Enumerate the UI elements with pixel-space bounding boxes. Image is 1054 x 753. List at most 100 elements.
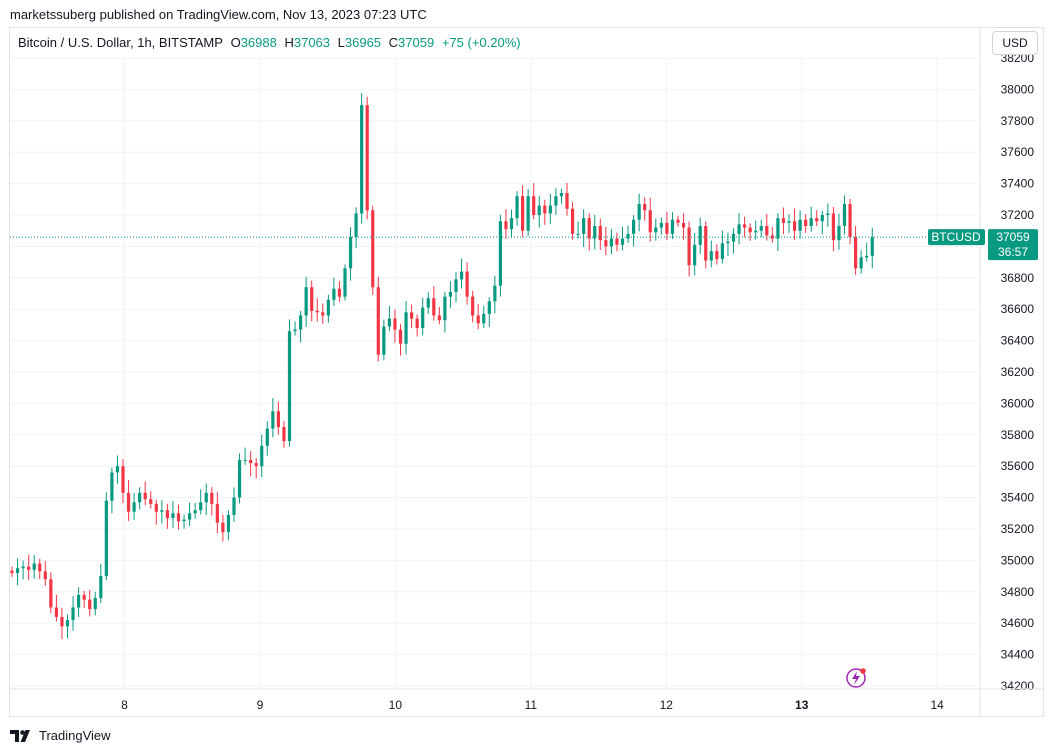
candle-body — [10, 570, 14, 573]
open-value: 36988 — [240, 35, 277, 50]
chart-legend: Bitcoin / U.S. Dollar, 1h, BITSTAMP O369… — [18, 35, 525, 50]
candle-body — [176, 513, 181, 522]
candle-body — [448, 291, 453, 297]
x-tick-label: 10 — [389, 698, 403, 712]
candle-body — [515, 196, 519, 219]
candle-body — [759, 225, 763, 231]
lightning-icon[interactable] — [846, 668, 866, 688]
candle-body — [221, 522, 225, 533]
candle-body — [681, 222, 686, 228]
y-tick-label: 36400 — [1001, 334, 1035, 348]
candle-body — [348, 236, 353, 269]
candle-body — [804, 219, 808, 226]
candle-body — [43, 571, 47, 580]
candle-body — [765, 225, 769, 236]
candle-body — [620, 238, 625, 245]
candle-body — [276, 411, 280, 427]
candle-body — [60, 616, 64, 627]
candle-body — [504, 221, 508, 230]
candle-body — [393, 318, 397, 330]
candle-body — [215, 503, 219, 523]
candle-body — [398, 329, 403, 344]
y-tick-label: 37400 — [1001, 177, 1035, 191]
candle-body — [154, 503, 158, 512]
candle-body — [643, 204, 647, 211]
low-label: L — [337, 35, 345, 50]
candle-body — [326, 299, 330, 316]
candle-body — [537, 205, 541, 215]
y-tick-label: 36200 — [1001, 365, 1035, 379]
candle-body — [21, 566, 25, 569]
candle-body — [210, 492, 214, 504]
candle-body — [476, 315, 480, 324]
candle-body — [676, 219, 680, 223]
x-tick-label: 13 — [795, 698, 809, 712]
candle-body — [720, 243, 724, 259]
x-tick-label: 11 — [525, 698, 538, 712]
candle-body — [32, 563, 36, 570]
candle-body — [260, 445, 264, 467]
x-tick-label: 9 — [257, 698, 264, 712]
candle-body — [126, 492, 131, 512]
symbol-title: Bitcoin / U.S. Dollar, 1h, BITSTAMP — [18, 35, 223, 50]
candle-body — [104, 500, 108, 577]
candle-body — [459, 271, 464, 280]
candle-body — [842, 204, 847, 226]
high-label: H — [284, 35, 294, 50]
candle-body — [598, 225, 602, 241]
candle-body — [543, 205, 547, 214]
candle-body — [121, 466, 125, 493]
candle-body — [548, 205, 552, 214]
candle-body — [365, 105, 369, 211]
candle-body — [659, 222, 663, 228]
candle-body — [304, 287, 308, 316]
candle-body — [421, 307, 425, 329]
candle-body — [593, 225, 597, 239]
x-tick-label: 8 — [121, 698, 128, 712]
candle-body — [321, 312, 325, 316]
candle-body — [165, 510, 169, 519]
y-tick-label: 37800 — [1001, 114, 1035, 128]
candle-body — [271, 411, 275, 429]
candle-body — [709, 251, 713, 261]
candle-body — [715, 251, 719, 259]
footer-brand-text: TradingView — [39, 728, 111, 743]
candle-body — [826, 213, 830, 215]
candle-body — [731, 233, 736, 242]
candle-body — [93, 598, 97, 610]
candle-body — [454, 279, 458, 292]
candle-body — [554, 196, 558, 206]
y-tick-label: 34600 — [1001, 616, 1035, 630]
candle-body — [299, 315, 303, 330]
candle-body — [282, 426, 286, 442]
candle-body — [498, 221, 502, 286]
candle-body — [626, 233, 630, 239]
countdown-label: 36:57 — [998, 245, 1028, 259]
currency-button[interactable]: USD — [992, 31, 1038, 55]
candle-body — [615, 238, 619, 245]
candle-body — [632, 219, 636, 234]
candle-body — [437, 315, 441, 321]
candle-body — [509, 218, 514, 230]
candle-body — [587, 218, 591, 239]
candle-body — [865, 255, 869, 258]
candle-body — [576, 233, 580, 235]
high-value: 37063 — [293, 35, 331, 50]
candle-body — [726, 241, 730, 244]
candle-body — [193, 510, 197, 514]
candle-body — [38, 563, 42, 572]
candle-body — [487, 301, 491, 314]
candle-body — [404, 312, 408, 344]
candle-body — [82, 594, 86, 600]
change-value: +75 (+0.20%) — [441, 35, 521, 50]
y-tick-label: 37200 — [1001, 208, 1035, 222]
candle-body — [287, 331, 292, 442]
candle-body — [798, 219, 802, 231]
candle-body — [776, 218, 780, 239]
y-tick-label: 34800 — [1001, 585, 1035, 599]
candle-body — [665, 222, 669, 234]
candle-body — [382, 326, 386, 355]
series-tag-label: BTCUSD — [931, 230, 981, 244]
candle-body — [687, 227, 691, 266]
